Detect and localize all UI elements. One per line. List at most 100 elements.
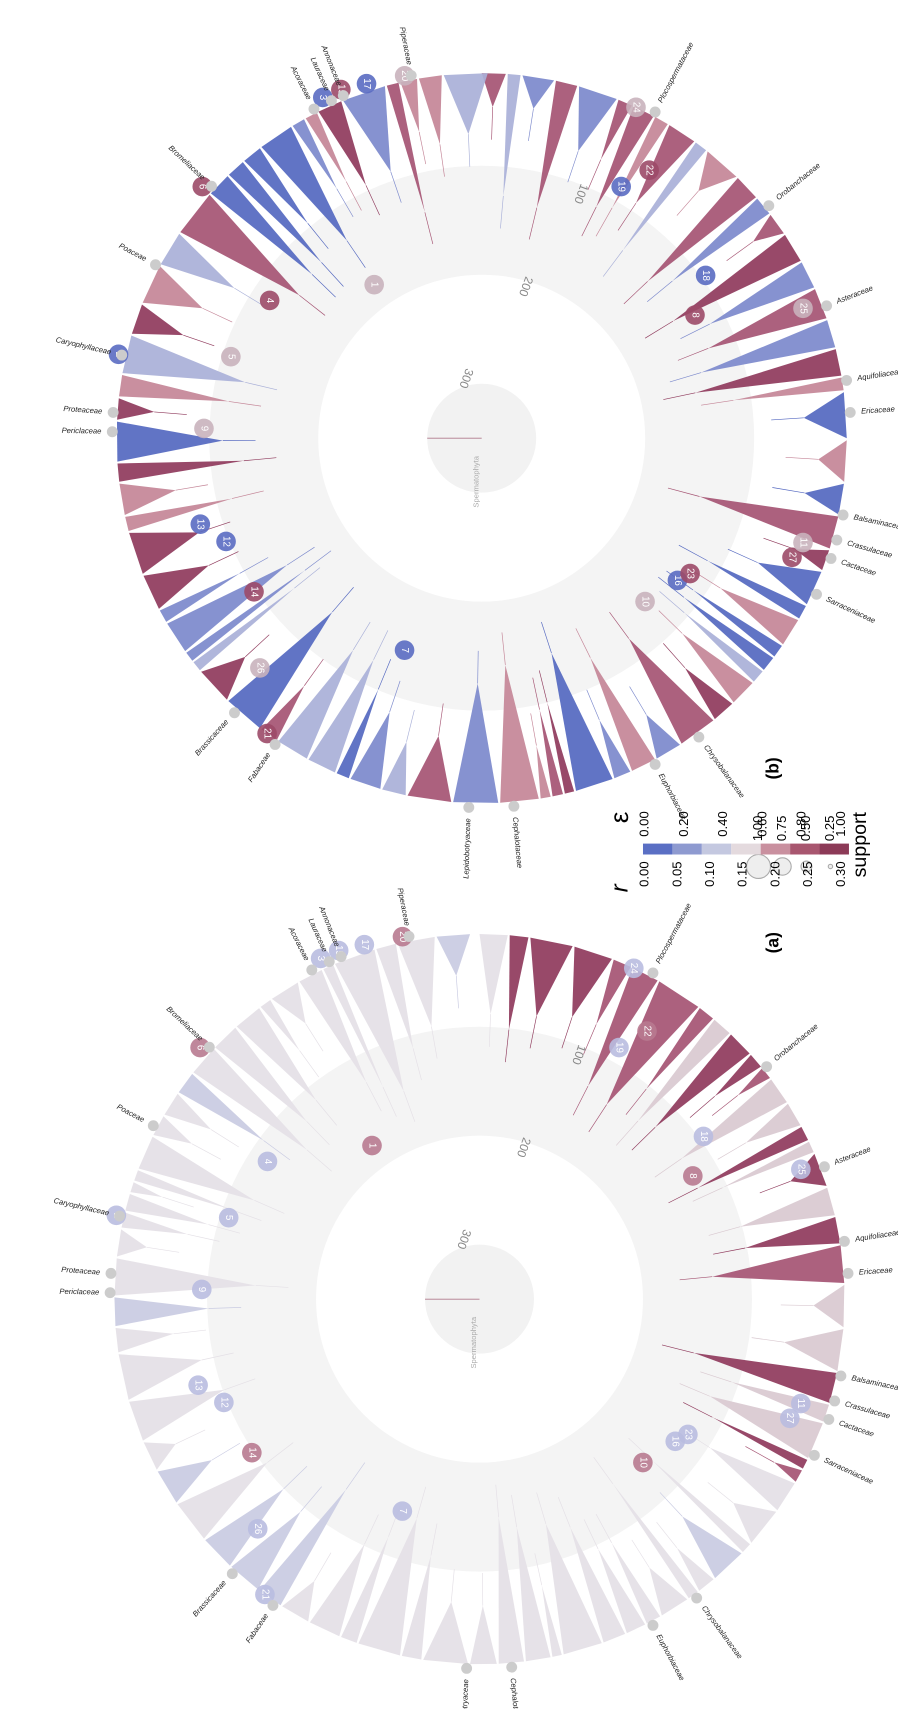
branch — [660, 1492, 682, 1516]
branch — [163, 1197, 194, 1207]
node-number: 24 — [630, 102, 641, 113]
family-marker — [693, 732, 704, 743]
branch — [630, 687, 647, 715]
legend-title: support — [849, 811, 871, 877]
family-label: Piperaceae — [396, 887, 412, 927]
branch — [451, 1569, 454, 1602]
clade-wedge — [144, 1442, 176, 1469]
family-label: Proteaceae — [63, 404, 102, 416]
clade-wedge — [784, 1329, 843, 1371]
family-marker — [206, 181, 217, 192]
branch — [183, 335, 214, 346]
legend-label: 0.60 — [754, 811, 769, 836]
family-label: Periclaceae — [59, 1287, 99, 1297]
family-marker — [105, 1287, 116, 1298]
panel-label: (b) — [762, 757, 782, 779]
node-number: 18 — [700, 270, 711, 281]
node-number: 1 — [369, 282, 380, 287]
node-number: 25 — [795, 1164, 806, 1175]
color-bar — [643, 844, 672, 855]
family-label: Fabaceae — [244, 1612, 270, 1645]
clade-wedge — [444, 73, 488, 134]
family-marker — [306, 965, 317, 976]
legend-label: 0.00 — [637, 861, 652, 886]
node-number: 10 — [637, 1457, 648, 1468]
family-label: Orobanchaceae — [774, 161, 822, 202]
family-label: Ericaceae — [861, 404, 895, 415]
branch — [728, 549, 758, 562]
branch — [406, 710, 414, 742]
branch — [245, 635, 269, 657]
clade-wedge — [522, 75, 554, 108]
node-number: 11 — [797, 538, 808, 548]
node-number: 19 — [616, 181, 627, 192]
clade-wedge — [382, 742, 406, 796]
family-label: Crassulaceae — [844, 1399, 891, 1420]
branch — [192, 1144, 221, 1160]
figure: Spermatophyta100200300134562912142621710… — [0, 0, 898, 1709]
family-marker — [267, 1600, 278, 1611]
node-number: 25 — [797, 303, 808, 314]
node-number: 14 — [246, 1447, 257, 1458]
family-marker — [461, 1663, 472, 1674]
branch — [587, 690, 600, 720]
clade-wedge — [117, 398, 154, 419]
branch — [154, 412, 187, 415]
legend-label: 0.05 — [669, 861, 684, 886]
family-label: Caryophyllaceae — [55, 335, 112, 357]
branch — [663, 643, 685, 667]
family-label: Piperaceae — [398, 26, 414, 66]
clade-wedge — [119, 1354, 202, 1400]
node-number: 5 — [225, 354, 236, 360]
family-label: Balsaminaceae — [851, 1373, 898, 1393]
node-number: 27 — [784, 1413, 795, 1424]
family-label: Cactaceae — [838, 1418, 875, 1438]
family-marker — [324, 956, 335, 967]
tree-panel: Spermatophyta100200300134562912142621710… — [55, 26, 898, 879]
branch — [727, 242, 753, 261]
family-label: Brassicaceae — [193, 718, 230, 758]
family-marker — [838, 510, 849, 521]
legend-label: 0.75 — [774, 816, 789, 841]
family-marker — [691, 1593, 702, 1604]
clade-wedge — [710, 1448, 795, 1511]
family-marker — [508, 801, 519, 812]
family-marker — [763, 200, 774, 211]
node-number: 13 — [195, 519, 206, 530]
family-label: Aquifoliaceae — [853, 1228, 898, 1244]
clade-wedge — [116, 1328, 174, 1352]
node-number: 4 — [262, 1159, 273, 1165]
family-marker — [821, 300, 832, 311]
family-marker — [106, 1268, 117, 1279]
family-marker — [150, 259, 161, 270]
family-label: Lepidobotryaceae — [459, 1679, 470, 1709]
clade-wedge — [818, 440, 847, 482]
family-marker — [326, 95, 337, 106]
clade-wedge — [132, 304, 183, 335]
family-marker — [270, 739, 281, 750]
family-marker — [843, 1268, 854, 1279]
branch — [211, 1130, 239, 1147]
clade-wedge — [129, 1390, 224, 1441]
clade-wedge — [698, 151, 736, 191]
family-label: Plocospermataceae — [656, 41, 696, 105]
node-number: 18 — [698, 1131, 709, 1142]
node-number: 5 — [223, 1215, 234, 1221]
branch — [209, 552, 239, 566]
family-marker — [829, 1396, 840, 1407]
family-label: Caryophyllaceae — [53, 1196, 110, 1218]
branch — [760, 1181, 791, 1193]
clade-wedge — [470, 1606, 497, 1664]
clade-wedge — [814, 1285, 845, 1327]
tree-panel: Spermatophyta100200300134562912142621710… — [53, 887, 898, 1709]
node-number: 17 — [359, 939, 370, 950]
node-number: 26 — [254, 662, 265, 673]
node-number: 19 — [613, 1042, 624, 1053]
family-label: Chrysobalanaceae — [700, 1604, 745, 1661]
legend-label: 0.20 — [676, 811, 691, 836]
family-label: Sarraceniaceae — [823, 1455, 875, 1486]
legend-label: 0.25 — [800, 861, 815, 886]
branch — [718, 1143, 746, 1160]
branch — [771, 418, 804, 420]
family-marker — [809, 1450, 820, 1461]
